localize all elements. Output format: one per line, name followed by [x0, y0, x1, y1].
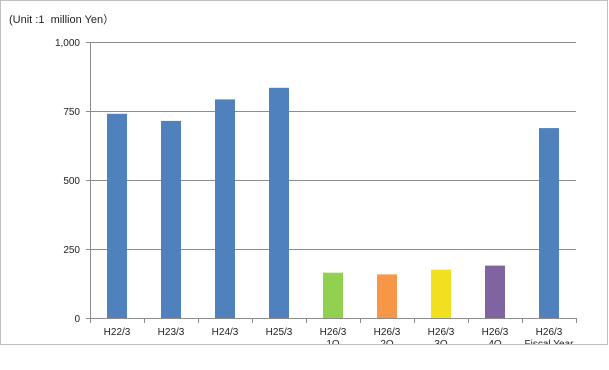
y-tick-label: 750	[63, 107, 80, 118]
bar	[323, 272, 343, 318]
bar	[431, 269, 451, 318]
x-tick-label: H25/3	[266, 327, 293, 338]
bar	[269, 87, 289, 318]
x-tick-label: H26/33QActual	[427, 327, 455, 344]
bar	[215, 99, 235, 319]
x-tick-label: H23/3	[158, 327, 185, 338]
bar	[539, 128, 559, 318]
bar	[107, 113, 127, 318]
axes	[86, 42, 577, 323]
y-tick-label: 500	[63, 176, 80, 187]
x-tick-label: H22/3	[104, 327, 131, 338]
x-tick-label: H26/31QActual	[319, 327, 347, 344]
unit-label: (Unit :1 million Yen）	[9, 14, 115, 26]
bars	[107, 87, 559, 319]
x-tick-label: H26/34QActual	[481, 327, 509, 344]
x-tick-label: H26/3Fiscal Year	[525, 327, 575, 344]
y-tick-label: 1,000	[55, 38, 80, 49]
y-tick-label: 250	[63, 245, 80, 256]
x-tick-label: H24/3	[212, 327, 239, 338]
bar	[161, 120, 181, 319]
bar-chart: 0 250 500 750 1,000 H22/3 H23/3 H24/3 H25/3 H26/3…	[55, 38, 577, 344]
chart-frame: (Unit :1 million Yen） 0 250 500 750 1,000 H22…	[0, 0, 608, 345]
x-tick-label: H26/32QActual	[373, 327, 401, 344]
bar	[485, 265, 505, 318]
bar	[377, 274, 397, 318]
axis-labels: 0 250 500 750 1,000 H22/3 H23/3 H24/3 H25/3 H26/3…	[55, 38, 574, 344]
y-tick-label: 0	[74, 314, 80, 325]
